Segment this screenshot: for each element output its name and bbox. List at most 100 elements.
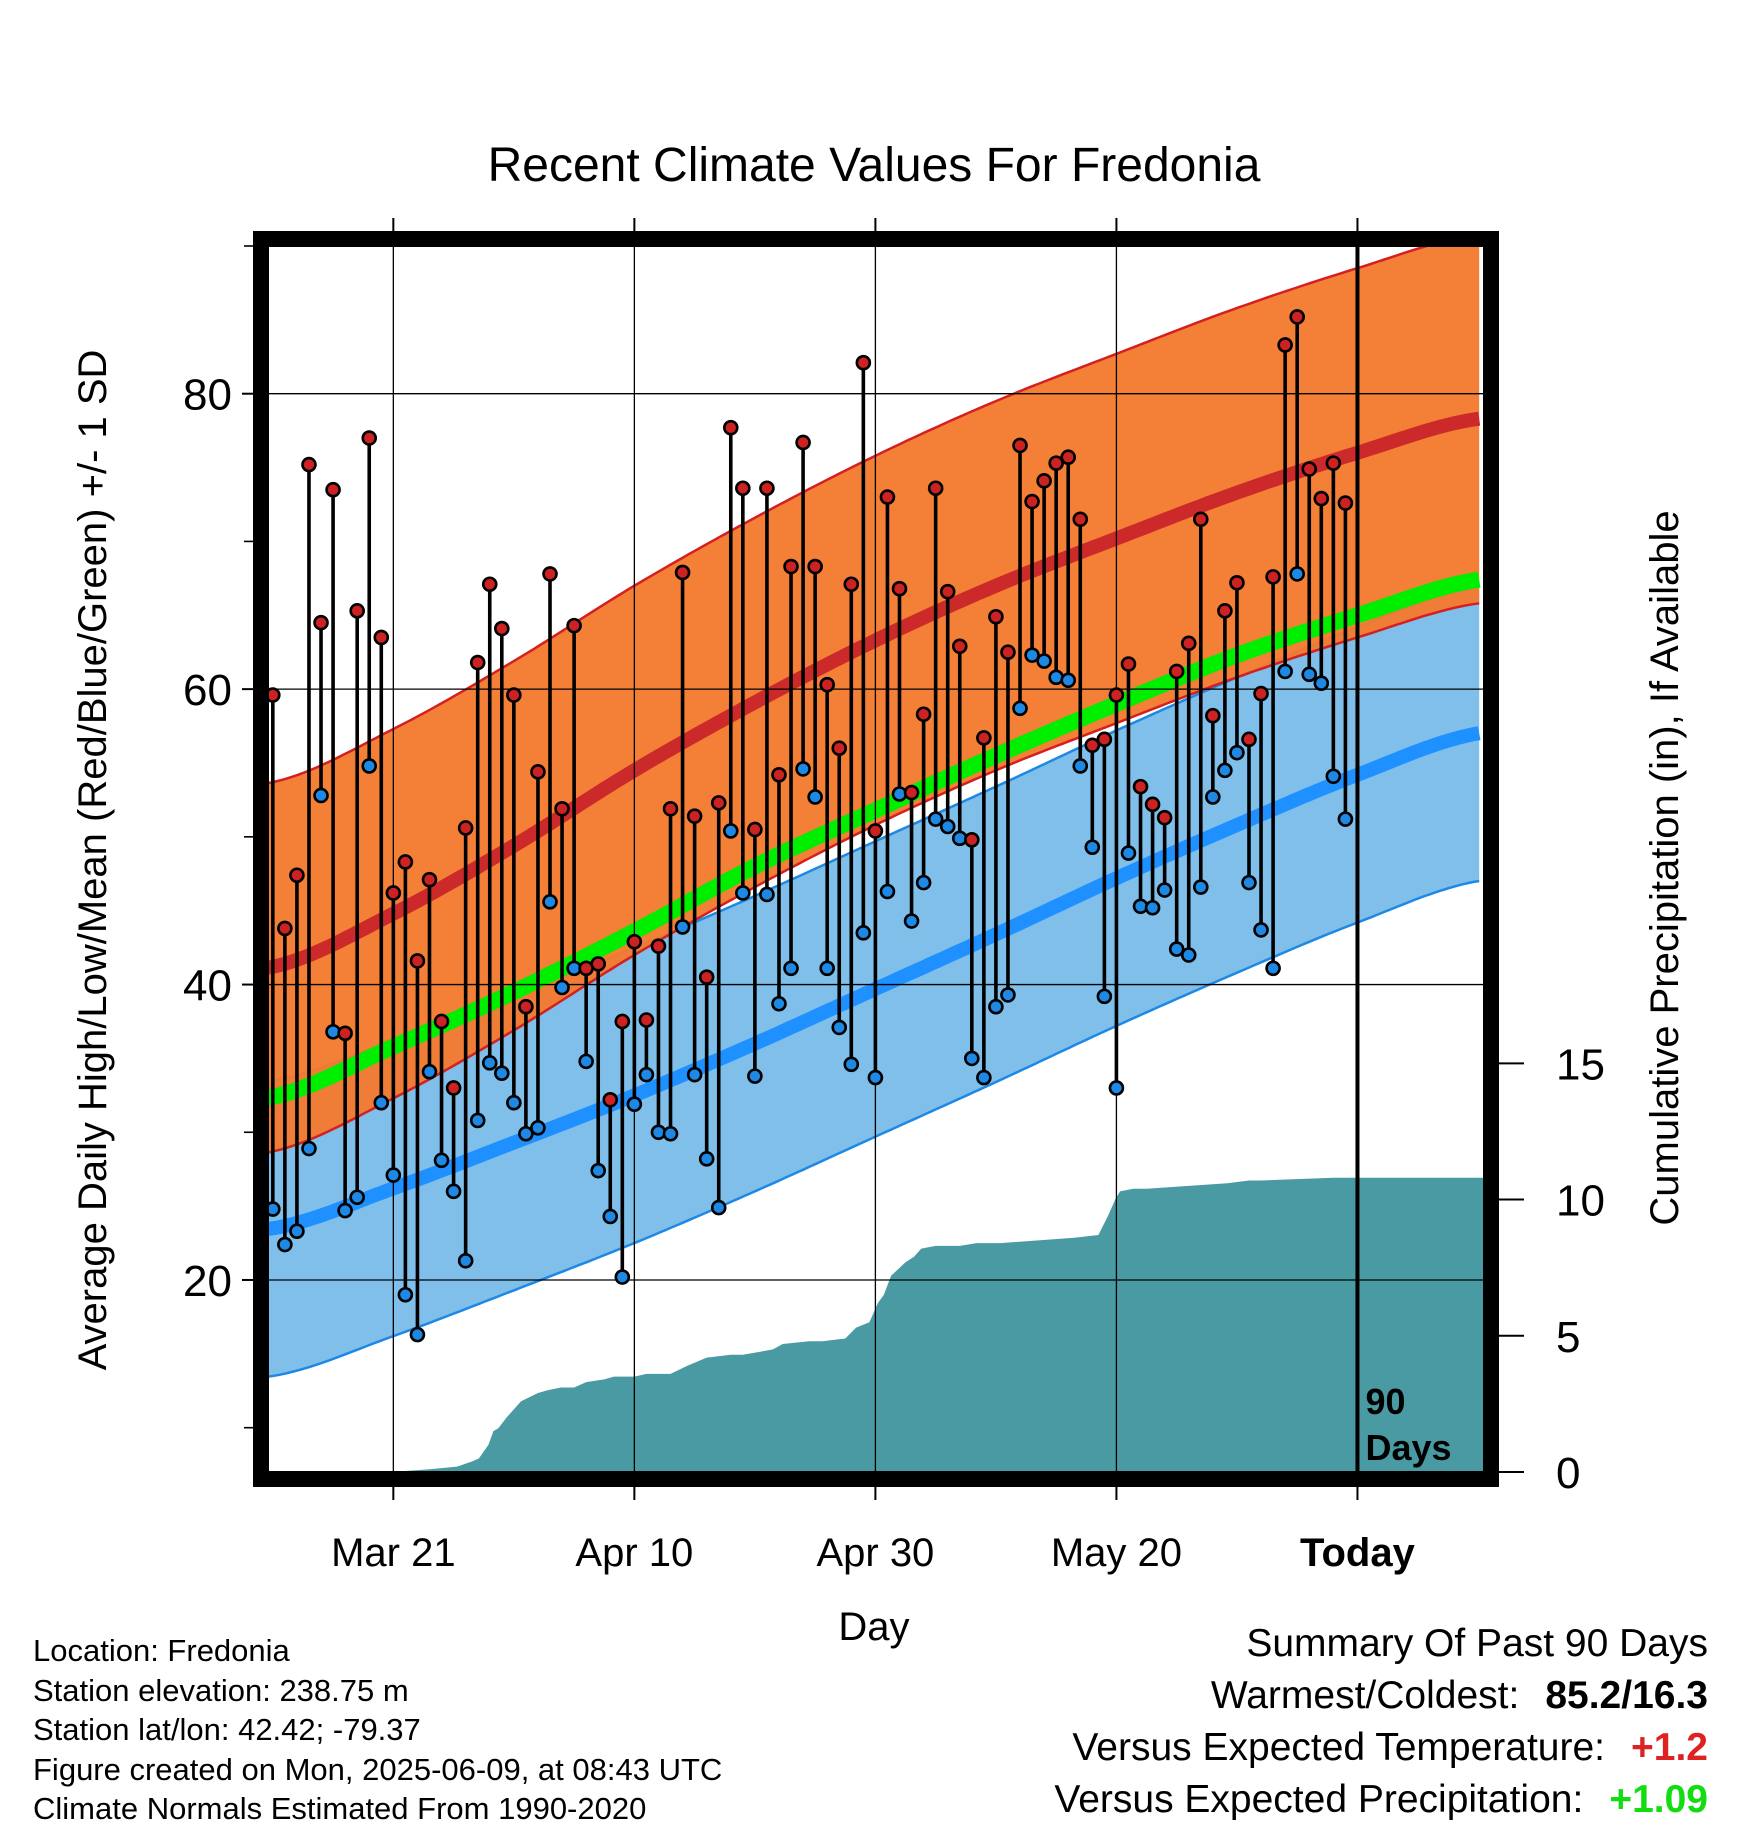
low-point	[518, 1125, 534, 1142]
y2-tick-label: 5	[1556, 1313, 1580, 1362]
high-point	[1301, 461, 1318, 477]
low-point	[807, 789, 823, 805]
high-point	[554, 800, 570, 817]
high-point	[783, 558, 799, 575]
low-point	[747, 1068, 763, 1084]
low-point	[674, 919, 691, 935]
high-point	[1000, 644, 1016, 661]
low-point	[1229, 744, 1245, 761]
y2-tick-label: 15	[1556, 1040, 1605, 1089]
y2-tick-label: 0	[1556, 1449, 1580, 1498]
info-latlon: Station lat/lon: 42.42; -79.37	[33, 1712, 421, 1747]
summary-temperature: Versus Expected Temperature: +1.2	[1072, 1726, 1708, 1770]
low-point	[1313, 675, 1330, 692]
high-point	[735, 480, 751, 497]
low-point	[1156, 882, 1173, 898]
low-point	[313, 787, 329, 804]
low-band-lower-edge	[268, 879, 1480, 1378]
high-point	[1241, 731, 1257, 748]
high-point	[915, 706, 932, 723]
high-point	[795, 434, 811, 451]
low-point	[903, 913, 920, 929]
x-tick-label: Apr 10	[575, 1531, 693, 1575]
low-point	[481, 1055, 498, 1071]
high-point	[530, 764, 546, 780]
high-point	[397, 854, 414, 870]
low-point	[385, 1167, 402, 1183]
high-point	[662, 800, 679, 817]
high-point	[674, 564, 691, 581]
high-point	[710, 795, 727, 811]
axes: 20 40 60 80 0 5 10 15 Mar 21 Apr 10 Apr 30 May 20 To…	[183, 218, 1605, 1575]
y-tick-label: 40	[183, 962, 232, 1011]
high-point	[1072, 511, 1089, 528]
low-point	[409, 1326, 426, 1343]
high-point	[1229, 574, 1245, 591]
high-point	[457, 820, 474, 836]
high-point	[1180, 635, 1197, 652]
high-point	[867, 823, 884, 839]
high-point	[722, 419, 739, 436]
y2-tick-label: 10	[1556, 1177, 1605, 1226]
x-tick-label: May 20	[1051, 1531, 1182, 1575]
high-point	[951, 638, 968, 655]
low-point	[1265, 960, 1281, 977]
warmest-coldest-value: 85.2/16.3	[1545, 1674, 1708, 1717]
high-point	[747, 821, 763, 838]
low-point	[927, 811, 944, 827]
high-point	[1036, 473, 1052, 489]
low-point	[843, 1056, 860, 1073]
high-point	[1217, 603, 1233, 619]
high-point	[301, 456, 317, 473]
low-point	[542, 894, 558, 910]
low-point	[722, 823, 739, 839]
low-point	[445, 1183, 462, 1200]
low-point	[1253, 922, 1269, 938]
high-point	[1120, 656, 1137, 672]
high-point	[481, 576, 498, 593]
low-point	[349, 1189, 365, 1206]
low-point	[964, 1050, 980, 1067]
today-days-label-unit: Days	[1365, 1427, 1451, 1468]
high-point	[1096, 731, 1113, 748]
high-point	[506, 687, 522, 703]
low-point	[686, 1066, 703, 1083]
low-point	[759, 886, 775, 903]
low-point	[397, 1286, 414, 1303]
high-point	[1132, 778, 1149, 795]
low-point	[506, 1094, 522, 1111]
low-point	[698, 1151, 715, 1167]
high-point	[964, 831, 980, 848]
low-point	[988, 998, 1004, 1015]
high-point	[843, 576, 860, 593]
high-point	[1084, 737, 1101, 754]
precip-anomaly-label: Versus Expected Precipitation:	[1054, 1778, 1584, 1821]
mean-normal-line	[268, 571, 1481, 1106]
low-point	[433, 1152, 450, 1169]
high-point	[1277, 337, 1293, 353]
warmest-coldest-label: Warmest/Coldest:	[1210, 1674, 1520, 1717]
low-point	[602, 1208, 619, 1225]
low-point	[626, 1096, 643, 1112]
plot-clip-group: 90 Days	[268, 246, 1484, 1472]
high-point	[1060, 449, 1077, 466]
low-point	[301, 1140, 317, 1157]
low-point	[1301, 666, 1318, 683]
low-point	[867, 1069, 884, 1086]
high-point	[1253, 685, 1269, 702]
x-tick-label: Mar 21	[331, 1531, 456, 1575]
high-point	[903, 784, 920, 801]
high-point	[349, 603, 365, 619]
high-point	[1012, 437, 1028, 454]
high-point	[626, 933, 643, 950]
high-point	[1048, 455, 1064, 471]
low-point	[289, 1223, 305, 1240]
low-point	[1012, 700, 1028, 717]
low-point	[1144, 899, 1161, 916]
high-point	[771, 767, 787, 783]
high-point	[759, 480, 775, 497]
low-point	[1325, 768, 1342, 785]
low-point	[1024, 647, 1040, 663]
high-point	[590, 956, 607, 972]
